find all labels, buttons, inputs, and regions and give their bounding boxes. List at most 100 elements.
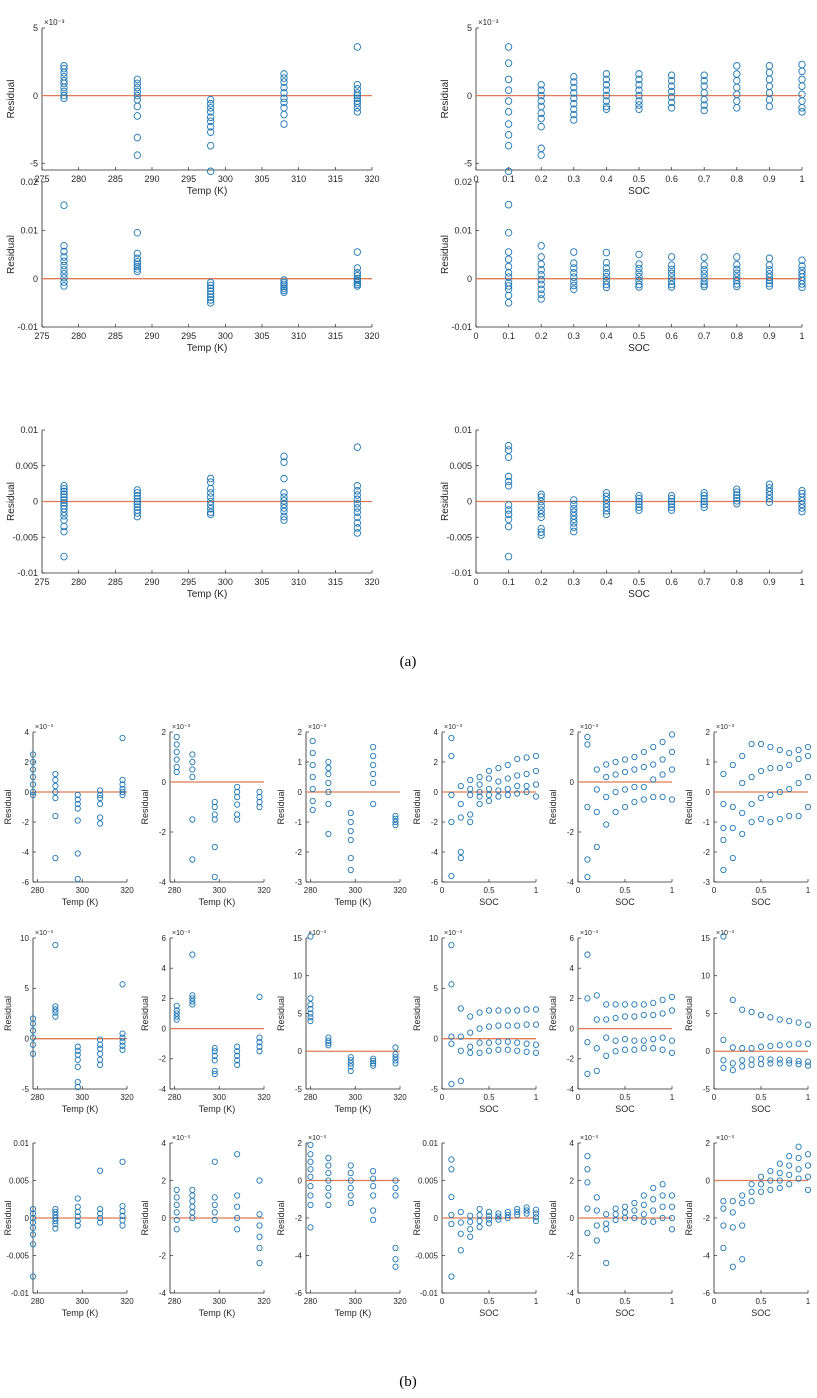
data-point — [211, 1209, 218, 1216]
data-point — [631, 1207, 638, 1214]
data-point — [514, 1205, 521, 1213]
data-point — [748, 1197, 755, 1205]
data-point — [668, 1192, 676, 1199]
data-point — [786, 761, 793, 769]
data-point — [211, 1052, 218, 1059]
data-point — [74, 796, 81, 803]
data-point — [640, 796, 647, 803]
data-point — [256, 1211, 263, 1218]
y-axis-label: Residual — [276, 996, 286, 1031]
data-point — [133, 489, 141, 497]
data-point — [603, 1016, 610, 1023]
x-tick-label: 0 — [473, 174, 478, 184]
data-point — [640, 783, 647, 791]
x-tick-label: 320 — [257, 1297, 271, 1306]
data-point — [584, 1039, 591, 1046]
data-point — [392, 1184, 399, 1192]
y-tick-label: -0.01 — [451, 568, 472, 578]
data-point — [207, 95, 215, 104]
data-point — [52, 776, 59, 784]
data-point — [795, 779, 802, 787]
data-point — [668, 748, 676, 756]
data-point — [207, 117, 215, 126]
x-tick-label: 300 — [349, 1093, 363, 1102]
y-exponent-label: ×10⁻³ — [172, 930, 191, 937]
data-point — [757, 740, 765, 748]
data-point — [29, 1210, 37, 1217]
data-point — [370, 1062, 377, 1069]
data-point — [74, 1043, 81, 1050]
x-tick-label: 275 — [34, 174, 49, 184]
y-axis-label: Residual — [412, 996, 422, 1031]
data-point — [207, 474, 215, 483]
x-tick-label: 0.8 — [731, 577, 744, 587]
data-point — [640, 1037, 647, 1044]
data-point — [370, 743, 377, 751]
data-point — [392, 1263, 399, 1270]
data-point — [119, 776, 126, 784]
chart-b6: 0 0.5 1 -3 -2 -1 0 1 2 ×10⁻³ SOC Residual — [684, 724, 812, 907]
x-tick-label: 0.5 — [619, 1297, 631, 1306]
data-point — [189, 856, 196, 863]
data-point — [504, 453, 513, 461]
y-tick-label: 2 — [706, 1139, 711, 1148]
data-point — [602, 91, 611, 100]
data-point — [532, 793, 540, 800]
data-point — [504, 1038, 511, 1045]
data-point — [798, 97, 806, 105]
data-point — [392, 1051, 399, 1058]
data-point — [353, 103, 361, 112]
x-tick-label: 300 — [213, 1093, 227, 1102]
x-tick-label: 0.5 — [633, 174, 646, 184]
data-point — [60, 68, 68, 77]
x-tick-label: 285 — [108, 577, 123, 587]
data-point — [97, 800, 104, 808]
data-point — [631, 1037, 638, 1044]
data-point — [757, 1011, 765, 1019]
data-point — [476, 1009, 483, 1016]
x-tick-label: 290 — [144, 174, 159, 184]
y-tick-label: 0 — [25, 788, 30, 797]
y-axis-label: Residual — [440, 235, 451, 274]
data-point — [635, 497, 643, 506]
y-exponent-label: ×10⁻³ — [35, 930, 54, 937]
data-point — [60, 266, 68, 274]
y-tick-label: -6 — [22, 878, 30, 887]
y-tick-label: -5 — [703, 1085, 711, 1094]
y-tick-label: -0.01 — [451, 322, 472, 332]
data-point — [667, 491, 676, 500]
data-point — [325, 770, 332, 778]
data-point — [603, 1259, 610, 1267]
y-exponent-label: ×10⁻³ — [35, 724, 54, 731]
data-point — [700, 270, 708, 278]
data-point — [659, 738, 666, 746]
x-tick-label: 1 — [806, 1093, 811, 1102]
data-point — [603, 1220, 610, 1227]
data-point — [602, 283, 611, 292]
data-point — [485, 1039, 493, 1046]
y-tick-label: -0.005 — [415, 1251, 438, 1260]
data-point — [119, 1046, 126, 1053]
data-point — [307, 1192, 314, 1199]
data-point — [593, 1207, 600, 1214]
data-point — [537, 109, 545, 118]
data-point — [798, 280, 806, 288]
x-tick-label: 275 — [34, 577, 49, 587]
y-tick-label: -5 — [464, 158, 472, 168]
x-axis-label: SOC — [628, 186, 650, 197]
data-point — [593, 992, 600, 999]
data-point — [593, 1222, 600, 1229]
x-tick-label: 0 — [576, 1297, 581, 1306]
x-tick-label: 320 — [364, 331, 379, 341]
data-point — [504, 775, 511, 782]
data-point — [631, 1046, 638, 1053]
data-point — [74, 1217, 81, 1225]
data-point — [739, 1006, 746, 1013]
data-point — [280, 74, 288, 82]
data-point — [392, 1060, 399, 1067]
x-tick-label: 280 — [168, 1093, 182, 1102]
data-point — [593, 1016, 600, 1023]
y-exponent-label: ×10⁻³ — [308, 724, 327, 731]
data-point — [602, 258, 611, 267]
